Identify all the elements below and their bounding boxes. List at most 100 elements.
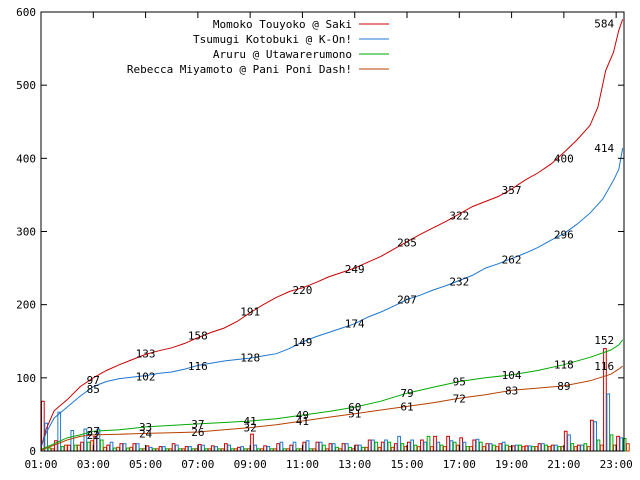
bar [485, 443, 490, 452]
y-tick-label: 200 [16, 299, 36, 312]
data-label: 79 [400, 387, 413, 400]
series-line [40, 339, 624, 450]
bar [407, 441, 411, 452]
bar [590, 419, 594, 452]
data-label: 133 [136, 348, 156, 361]
bar [390, 446, 395, 452]
series-line [40, 365, 624, 451]
bar [462, 441, 467, 452]
bar [626, 443, 630, 452]
bar [60, 446, 65, 452]
bar [573, 446, 578, 452]
bar [305, 440, 310, 452]
data-label: 61 [400, 400, 413, 413]
bar [482, 446, 486, 452]
data-label: 89 [557, 380, 570, 393]
bar [331, 443, 336, 452]
data-label: 116 [188, 360, 208, 373]
bar [86, 441, 91, 452]
data-label: 95 [453, 375, 466, 388]
bar [449, 440, 454, 452]
data-label: 26 [191, 426, 204, 439]
data-label: 116 [594, 360, 614, 373]
bar [210, 445, 215, 452]
data-label: 32 [244, 422, 257, 435]
data-label: 584 [594, 18, 614, 31]
bar [495, 446, 500, 452]
bar [426, 435, 431, 452]
data-label: 97 [87, 374, 100, 387]
bar [354, 444, 359, 452]
bar [70, 430, 75, 452]
bar [322, 444, 326, 452]
data-label: 414 [594, 142, 614, 155]
bar [619, 437, 624, 452]
y-tick-label: 100 [16, 372, 36, 385]
series-lines [40, 19, 624, 451]
bar [446, 435, 450, 452]
data-label: 104 [502, 369, 522, 382]
bar [227, 444, 232, 452]
bar [358, 444, 362, 452]
bar [478, 441, 483, 452]
bar [622, 438, 627, 452]
bar [544, 444, 549, 452]
bar [384, 439, 388, 452]
data-label: 22 [87, 429, 100, 442]
bar [344, 443, 349, 452]
bar [521, 446, 526, 452]
data-label: 128 [240, 351, 260, 364]
data-label: 49 [296, 409, 309, 422]
bar [171, 443, 176, 452]
x-axis: 01:00 03:00 05:00 07:00 09:00 11:00 13:00 15:00… [24, 12, 633, 471]
bar [583, 443, 588, 452]
bar [554, 444, 558, 452]
bar [145, 445, 150, 452]
bar [423, 441, 428, 452]
bar [63, 444, 68, 452]
bar [518, 444, 522, 452]
bar [420, 439, 424, 452]
bar [413, 444, 418, 452]
bar [161, 446, 166, 452]
bar [73, 444, 78, 452]
y-tick-label: 400 [16, 152, 36, 165]
bar [57, 411, 62, 452]
data-label: 285 [397, 236, 417, 249]
bar [318, 441, 323, 452]
data-label: 207 [397, 294, 417, 307]
bar [103, 446, 107, 452]
legend-label: Aruru @ Utawarerumono [213, 48, 352, 61]
bar [511, 445, 516, 452]
bar [586, 446, 591, 452]
bar [580, 444, 584, 452]
bar [364, 446, 369, 452]
bar [197, 443, 202, 452]
bar [524, 445, 529, 452]
x-tick-label: 19:00 [495, 458, 528, 471]
data-label: 400 [554, 152, 574, 165]
bar [537, 443, 542, 452]
x-tick-label: 15:00 [390, 458, 423, 471]
bar [567, 434, 571, 452]
bar [472, 439, 477, 452]
bar [563, 430, 568, 452]
bar [106, 444, 111, 452]
y-tick-label: 600 [16, 6, 36, 19]
bar [253, 444, 258, 452]
data-label: 152 [594, 334, 614, 347]
bar [77, 444, 81, 452]
bar [279, 441, 284, 452]
data-label: 102 [136, 370, 156, 383]
data-label: 33 [139, 421, 152, 434]
x-tick-label: 07:00 [181, 458, 214, 471]
legend-label: Momoko Touyoko @ Saki [213, 18, 352, 31]
x-tick-label: 17:00 [443, 458, 476, 471]
x-tick-label: 23:00 [600, 458, 633, 471]
bar [488, 443, 493, 452]
data-label: 118 [554, 359, 574, 372]
bar [348, 446, 352, 452]
bar [452, 441, 457, 452]
bar [377, 446, 382, 452]
